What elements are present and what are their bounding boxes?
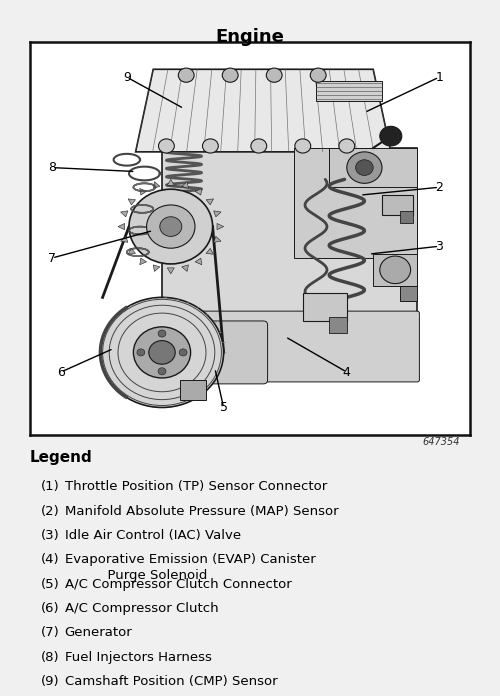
Polygon shape (214, 237, 221, 242)
Circle shape (160, 216, 182, 237)
FancyBboxPatch shape (193, 321, 268, 384)
Polygon shape (118, 223, 124, 230)
Bar (400, 211, 413, 223)
Polygon shape (128, 248, 136, 254)
Text: 647354: 647354 (422, 437, 460, 447)
Text: (6): (6) (42, 602, 60, 615)
Polygon shape (316, 81, 382, 101)
Text: (4): (4) (42, 553, 60, 567)
Text: (8): (8) (42, 651, 60, 663)
Polygon shape (329, 148, 417, 187)
Polygon shape (168, 180, 174, 185)
Polygon shape (128, 199, 136, 205)
Circle shape (266, 68, 282, 82)
Polygon shape (120, 237, 128, 242)
Circle shape (178, 68, 194, 82)
Bar (329, 317, 347, 333)
Text: (2): (2) (41, 505, 60, 518)
Polygon shape (120, 211, 128, 217)
Circle shape (202, 139, 218, 153)
Circle shape (137, 349, 145, 356)
Bar (400, 285, 417, 301)
Polygon shape (182, 265, 188, 271)
Polygon shape (140, 258, 146, 264)
Circle shape (380, 126, 402, 146)
Text: 1: 1 (436, 71, 443, 84)
Bar (303, 294, 347, 321)
Polygon shape (195, 189, 202, 195)
Text: (3): (3) (41, 529, 60, 542)
Text: 5: 5 (220, 401, 228, 414)
Circle shape (295, 139, 310, 153)
Polygon shape (153, 182, 160, 189)
Text: A/C Compressor Clutch: A/C Compressor Clutch (64, 602, 218, 615)
Polygon shape (136, 70, 391, 152)
Text: Throttle Position (TP) Sensor Connector: Throttle Position (TP) Sensor Connector (64, 480, 327, 493)
Text: 7: 7 (48, 251, 56, 264)
Bar (373, 254, 417, 285)
Text: 2: 2 (436, 181, 443, 193)
Polygon shape (182, 182, 188, 189)
Polygon shape (140, 189, 146, 195)
Circle shape (149, 340, 175, 364)
Circle shape (100, 297, 224, 407)
Polygon shape (217, 223, 224, 230)
Circle shape (347, 152, 382, 183)
Polygon shape (195, 258, 202, 264)
Text: (1): (1) (41, 480, 60, 493)
Text: Legend: Legend (30, 450, 92, 466)
Text: (7): (7) (41, 626, 60, 639)
Polygon shape (206, 199, 214, 205)
Circle shape (134, 327, 190, 378)
Text: Evaporative Emission (EVAP) Canister
          Purge Solenoid: Evaporative Emission (EVAP) Canister Pur… (64, 553, 316, 582)
Polygon shape (206, 248, 214, 254)
Circle shape (310, 68, 326, 82)
Bar (180, 380, 206, 400)
Polygon shape (214, 211, 221, 217)
Text: 6: 6 (57, 365, 64, 379)
Circle shape (146, 205, 195, 248)
Polygon shape (168, 268, 174, 274)
Text: 8: 8 (48, 161, 56, 174)
Circle shape (380, 256, 410, 283)
Text: Camshaft Position (CMP) Sensor: Camshaft Position (CMP) Sensor (64, 675, 278, 688)
Text: 3: 3 (436, 239, 443, 253)
Text: Manifold Absolute Pressure (MAP) Sensor: Manifold Absolute Pressure (MAP) Sensor (64, 505, 338, 518)
Text: A/C Compressor Clutch Connector: A/C Compressor Clutch Connector (64, 578, 292, 591)
Text: 9: 9 (123, 71, 130, 84)
Circle shape (158, 330, 166, 337)
Text: Fuel Injectors Harness: Fuel Injectors Harness (64, 651, 212, 663)
Text: (5): (5) (41, 578, 60, 591)
Text: Generator: Generator (64, 626, 132, 639)
Circle shape (339, 139, 354, 153)
Polygon shape (153, 265, 160, 271)
Text: 4: 4 (343, 365, 350, 379)
Bar (382, 195, 413, 215)
Circle shape (179, 349, 187, 356)
Circle shape (251, 139, 266, 153)
Polygon shape (162, 148, 417, 317)
Circle shape (158, 367, 166, 375)
FancyBboxPatch shape (160, 311, 419, 382)
Text: Idle Air Control (IAC) Valve: Idle Air Control (IAC) Valve (64, 529, 241, 542)
Circle shape (356, 160, 373, 175)
Circle shape (129, 189, 212, 264)
Polygon shape (294, 148, 417, 258)
Circle shape (158, 139, 174, 153)
Text: Engine: Engine (216, 28, 284, 46)
Circle shape (222, 68, 238, 82)
Text: (9): (9) (42, 675, 60, 688)
